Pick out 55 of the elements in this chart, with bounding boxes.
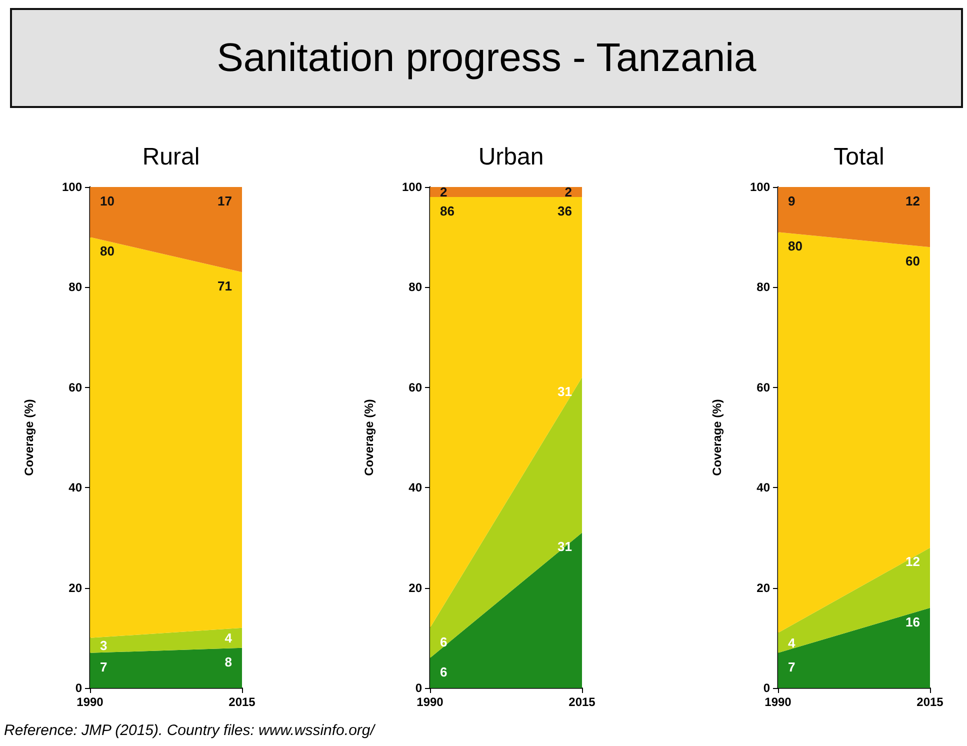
y-tick-label: 40 xyxy=(756,480,770,495)
text: Reference: JMP (2015). Country files: www.wssinfo.org/ xyxy=(4,722,374,739)
y-tick-label: 40 xyxy=(68,480,82,495)
data-label: 7 xyxy=(100,659,108,674)
x-tick-label: 2015 xyxy=(916,695,944,709)
chart-subtitle: Urban xyxy=(478,144,544,170)
x-tick-label: 1990 xyxy=(416,695,444,709)
x-tick-label: 1990 xyxy=(764,695,792,709)
data-label: 31 xyxy=(558,384,572,399)
data-label: 6 xyxy=(440,634,448,650)
y-tick-label: 80 xyxy=(408,280,422,294)
y-axis-title: Coverage (%) xyxy=(710,399,724,476)
y-tick-label: 20 xyxy=(756,580,770,595)
x-tick-label: 2015 xyxy=(228,695,256,709)
text: Sanitation progress - Tanzania xyxy=(216,36,756,80)
y-tick-label: 20 xyxy=(408,580,422,595)
y-axis-title: Coverage (%) xyxy=(22,399,36,476)
x-tick-label: 1990 xyxy=(76,695,104,709)
data-label: 16 xyxy=(906,614,920,630)
y-tick-label: 60 xyxy=(68,380,82,394)
data-label: 9 xyxy=(788,194,796,208)
data-label: 17 xyxy=(218,194,232,208)
y-tick-label: 60 xyxy=(408,380,422,394)
y-tick-label: 0 xyxy=(415,681,422,695)
y-tick-label: 0 xyxy=(75,681,82,695)
data-label: 10 xyxy=(100,194,114,208)
y-tick-label: 100 xyxy=(750,180,770,194)
data-label: 4 xyxy=(788,635,796,650)
data-label: 12 xyxy=(906,194,920,208)
data-label: 2 xyxy=(440,184,448,200)
data-label: 12 xyxy=(906,554,920,570)
data-label: 2 xyxy=(564,184,572,200)
y-tick-label: 60 xyxy=(756,380,770,394)
y-tick-label: 100 xyxy=(402,180,422,194)
data-label: 8 xyxy=(224,654,232,670)
data-label: 7 xyxy=(788,659,796,674)
chart-subtitle: Total xyxy=(834,144,884,170)
y-tick-label: 80 xyxy=(756,280,770,294)
chart-subtitle: Rural xyxy=(142,144,200,170)
data-label: 86 xyxy=(440,204,454,219)
y-tick-label: 20 xyxy=(68,580,82,595)
data-label: 60 xyxy=(906,254,920,269)
data-label: 80 xyxy=(788,238,802,254)
y-axis-title: Coverage (%) xyxy=(362,399,376,476)
y-tick-label: 0 xyxy=(763,681,770,695)
y-tick-label: 40 xyxy=(408,480,422,495)
data-label: 3 xyxy=(100,638,108,653)
data-label: 71 xyxy=(218,278,232,294)
x-tick-label: 2015 xyxy=(568,695,596,709)
data-label: 36 xyxy=(558,204,572,219)
data-label: 4 xyxy=(224,630,233,646)
y-tick-label: 80 xyxy=(68,280,82,294)
data-label: 80 xyxy=(100,244,114,259)
y-tick-label: 100 xyxy=(62,180,82,194)
data-label: 6 xyxy=(440,664,448,680)
